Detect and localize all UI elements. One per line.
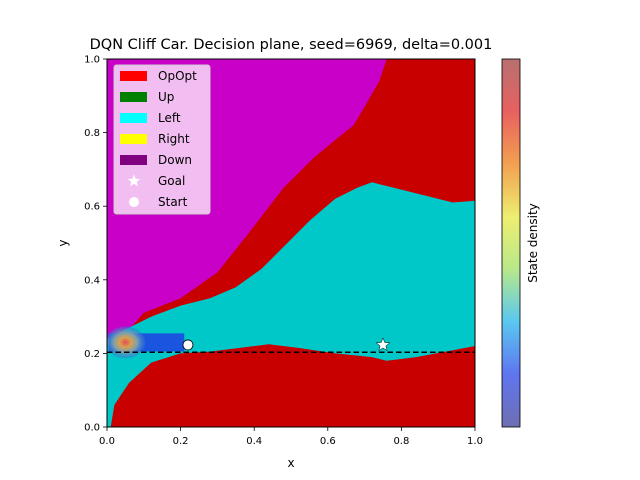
legend-star-marker (127, 174, 141, 187)
legend-swatch (120, 134, 147, 144)
density-cluster (107, 326, 185, 359)
x-tick-label: 0.0 (99, 436, 115, 447)
goal-marker (375, 337, 391, 352)
y-tick-label: 0.6 (84, 202, 100, 213)
legend-label: Left (158, 111, 181, 125)
plot-area (107, 59, 475, 427)
legend-label: Right (158, 132, 190, 146)
x-tick-label: 0.4 (246, 436, 262, 447)
x-axis-label: x (287, 456, 294, 470)
y-tick-label: 0.4 (84, 275, 100, 286)
legend-label: OpOpt (158, 69, 197, 83)
legend: OpOpt Up Left Right Down Goal Start (113, 64, 211, 215)
legend-swatch (120, 71, 147, 81)
y-axis-label: y (56, 239, 70, 246)
x-tick-label: 1.0 (467, 436, 483, 447)
x-tick-label: 0.2 (173, 436, 189, 447)
x-tick-label: 0.8 (393, 436, 409, 447)
y-tick-label: 0.0 (84, 423, 100, 434)
legend-circle-marker (129, 197, 139, 207)
y-tick-label: 0.2 (84, 349, 100, 360)
legend-label: Up (158, 90, 174, 104)
legend-swatch (120, 92, 147, 102)
density-core (107, 326, 146, 359)
region-left (107, 182, 475, 427)
legend-swatch (120, 113, 147, 123)
y-tick-label: 1.0 (84, 55, 100, 66)
start-marker (182, 339, 194, 351)
x-axis: 0.0 0.2 0.4 0.6 0.8 1.0 (99, 427, 483, 447)
y-axis: 0.0 0.2 0.4 0.6 0.8 1.0 (84, 55, 107, 434)
colorbar: State density (501, 58, 540, 428)
legend-swatch (120, 155, 147, 165)
legend-box (113, 64, 211, 215)
legend-label: Down (158, 153, 192, 167)
plot-frame (106, 58, 476, 428)
legend-label: Start (158, 195, 188, 209)
x-tick-label: 0.6 (320, 436, 336, 447)
chart-title: DQN Cliff Car. Decision plane, seed=6969… (90, 37, 493, 53)
colorbar-bar (501, 58, 521, 428)
colorbar-label: State density (526, 203, 540, 283)
legend-label: Goal (158, 174, 185, 188)
y-tick-label: 0.8 (84, 128, 100, 139)
